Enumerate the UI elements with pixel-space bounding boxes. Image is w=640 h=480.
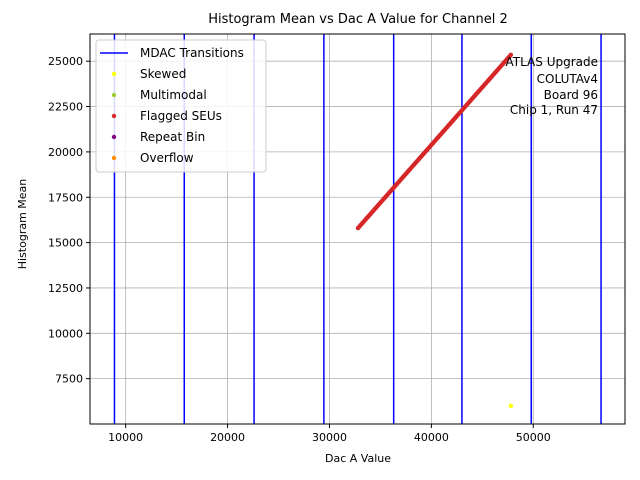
y-tick-label: 17500: [48, 191, 83, 204]
legend-label: Skewed: [140, 67, 186, 81]
x-axis-label: Dac A Value: [325, 452, 391, 465]
data-point: [508, 52, 514, 58]
y-tick-label: 7500: [55, 373, 83, 386]
legend: MDAC Transitions Skewed Multimodal Flagged …: [95, 39, 267, 173]
y-tick-label: 10000: [48, 327, 83, 340]
x-tick-label: 20000: [210, 431, 245, 444]
legend-box: [95, 39, 267, 173]
legend-label: MDAC Transitions: [140, 46, 244, 60]
legend-swatch: [111, 113, 117, 119]
x-tick-label: 50000: [516, 431, 551, 444]
annotation-line-2: COLUTAv4: [537, 72, 598, 86]
x-tick-label: 30000: [312, 431, 347, 444]
y-axis-label: Histogram Mean: [16, 179, 29, 270]
chart-annotation: ATLAS Upgrade COLUTAv4 Board 96 Chip 1, …: [505, 55, 598, 117]
legend-swatch: [111, 155, 117, 161]
x-tick-label: 40000: [414, 431, 449, 444]
chart-title: Histogram Mean vs Dac A Value for Channe…: [208, 12, 508, 27]
legend-label: Overflow: [140, 151, 194, 165]
x-tick-label: 10000: [108, 431, 143, 444]
y-tick-label: 25000: [48, 55, 83, 68]
data-point: [508, 403, 514, 409]
legend-swatch: [111, 92, 117, 98]
annotation-line-3: Board 96: [544, 88, 598, 102]
y-tick-label: 15000: [48, 237, 83, 250]
y-tick-label: 22500: [48, 101, 83, 114]
y-tick-label: 12500: [48, 282, 83, 295]
legend-label: Repeat Bin: [140, 130, 205, 144]
plot-frame: [89, 33, 626, 425]
annotation-line-1: ATLAS Upgrade: [505, 55, 598, 69]
legend-swatch: [111, 134, 117, 140]
annotation-line-4: Chip 1, Run 47: [510, 103, 598, 117]
legend-label: Flagged SEUs: [140, 109, 222, 123]
y-tick-label: 20000: [48, 146, 83, 159]
legend-label: Multimodal: [140, 88, 207, 102]
legend-swatch: [111, 71, 117, 77]
